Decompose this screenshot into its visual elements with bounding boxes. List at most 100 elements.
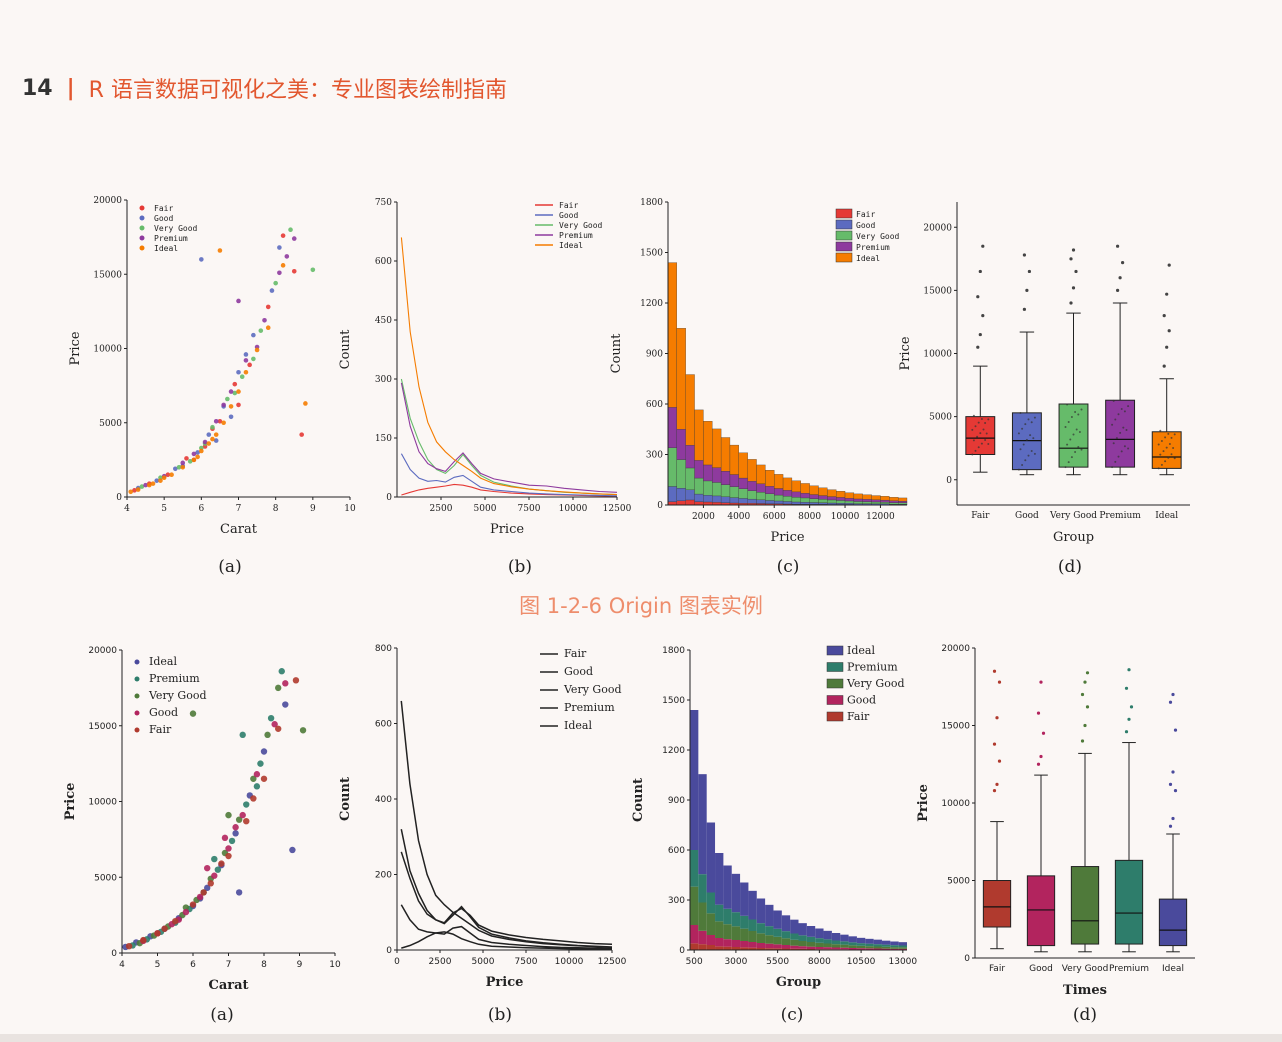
origin-d-jitter-point	[974, 449, 977, 452]
r-c-bar	[831, 944, 841, 948]
r-c-bar	[898, 947, 907, 949]
r-d-outlier	[1171, 692, 1175, 697]
r-c-bar	[698, 874, 707, 903]
r-a-legend-label: Good	[149, 706, 178, 719]
r-d-outlier	[992, 669, 997, 673]
origin-c-bar	[712, 495, 722, 503]
r-c-bar	[690, 925, 699, 944]
r-c-bar	[831, 933, 841, 941]
book-title: R 语言数据可视化之美：专业图表绘制指南	[88, 78, 507, 103]
origin-c-bar	[791, 491, 801, 498]
origin-d-jitter-point	[1173, 457, 1176, 460]
page-bottom-edge	[0, 1034, 1282, 1042]
origin-c-x-tick-label: 10000	[831, 512, 860, 522]
origin-c-bar	[720, 437, 731, 472]
r-a-panel-label: (a)	[210, 1005, 233, 1025]
origin-d-jitter-point	[1033, 452, 1036, 455]
origin-a-point	[288, 227, 293, 232]
r-c-bar	[815, 942, 824, 947]
r-c-bar	[806, 946, 816, 949]
origin-b-y-tick-label: 0	[386, 493, 392, 503]
origin-b-x-axis-label: Price	[490, 522, 524, 537]
r-c-bar	[898, 942, 907, 946]
origin-c-bar	[756, 483, 766, 493]
origin-c-bar	[765, 470, 775, 487]
origin-c-bar	[853, 493, 863, 500]
r-b-y-tick-label: 400	[375, 795, 392, 805]
r-a-point	[214, 866, 222, 873]
origin-d-jitter-point	[1159, 429, 1162, 432]
r-c-bar	[723, 946, 732, 950]
origin-d-jitter-point	[974, 425, 977, 428]
r-c-bar	[723, 865, 732, 909]
r-d-outlier	[1168, 824, 1173, 828]
origin-c-bar	[880, 501, 890, 504]
origin-a-point	[180, 465, 186, 470]
origin-d-jitter-point	[1168, 443, 1171, 446]
origin-d-outlier	[1118, 276, 1122, 280]
origin-a-point	[265, 304, 271, 310]
origin-a-legend-marker	[139, 225, 145, 231]
r-c-bar	[848, 936, 857, 943]
r-c-bar	[698, 944, 707, 950]
origin-d-jitter-point	[1117, 413, 1120, 416]
r-c-bar	[848, 948, 857, 950]
origin-a-x-axis-label: Carat	[220, 522, 258, 537]
r-a-point	[125, 942, 133, 950]
origin-a-point	[243, 352, 249, 357]
origin-d-jitter-point	[982, 428, 985, 431]
origin-d-outlier	[1116, 288, 1120, 292]
r-c-bar	[865, 938, 874, 944]
origin-c-bar	[800, 501, 810, 505]
origin-d-jitter-point	[1170, 436, 1173, 439]
r-b-y-tick-label: 800	[375, 644, 392, 654]
r-c-bar	[740, 882, 749, 916]
r-d-outlier	[1036, 711, 1041, 715]
r-d-x-tick-label: Premium	[1109, 964, 1149, 974]
origin-a-point	[262, 317, 267, 323]
origin-c-bar	[844, 498, 855, 502]
origin-c-bar	[747, 459, 757, 482]
r-d-outlier	[1127, 668, 1131, 672]
r-c-bar	[865, 948, 874, 950]
origin-b-legend-label: Ideal	[559, 241, 583, 250]
r-a-point	[239, 811, 246, 819]
r-d-outlier	[1085, 705, 1090, 709]
origin-a-point	[165, 472, 171, 478]
origin-a-point	[217, 418, 223, 424]
origin-a-point	[139, 484, 145, 489]
r-c-legend-swatch	[826, 662, 844, 672]
origin-c-bar	[809, 494, 819, 499]
r-c-bar	[756, 898, 766, 924]
origin-d-outlier	[1022, 253, 1026, 257]
r-b-legend-label: Ideal	[564, 719, 592, 732]
r-a-point	[243, 817, 250, 825]
r-c-bar	[756, 948, 766, 950]
origin-b-x-tick-label: 2500	[430, 504, 453, 514]
r-c-bar	[856, 937, 866, 944]
r-d-outlier	[1083, 680, 1087, 684]
origin-c-x-tick-label: 8000	[798, 512, 821, 522]
origin-c-bar	[685, 374, 695, 446]
r-a-y-tick-label: 10000	[88, 798, 117, 808]
origin-a-point	[195, 450, 200, 455]
origin-d-jitter-point	[1127, 447, 1130, 450]
r-c-bar	[881, 948, 891, 950]
r-a-point	[250, 775, 257, 782]
origin-c-bar	[897, 502, 908, 505]
r-d-outlier	[1168, 782, 1173, 787]
r-d-outlier	[1124, 686, 1129, 690]
origin-c-bar	[782, 496, 793, 502]
origin-c-bar	[756, 464, 766, 484]
r-b-x-axis-label: Price	[486, 975, 524, 990]
origin-a-y-axis-label: Price	[68, 331, 83, 365]
origin-d-jitter-point	[980, 442, 983, 445]
origin-a-legend-label: Very Good	[154, 224, 198, 233]
origin-d-jitter-point	[1122, 426, 1125, 429]
origin-c-y-tick-label: 1500	[640, 249, 663, 259]
origin-c-y-tick-label: 300	[646, 451, 663, 461]
origin-c-bar	[756, 492, 766, 500]
origin-c-bar	[862, 499, 872, 502]
r-a-point	[260, 748, 268, 755]
